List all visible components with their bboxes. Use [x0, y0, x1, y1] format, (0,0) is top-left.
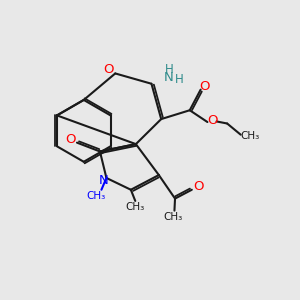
Text: CH₃: CH₃	[86, 191, 106, 201]
Text: H: H	[165, 62, 174, 76]
Text: O: O	[65, 133, 76, 146]
Text: O: O	[199, 80, 209, 93]
Text: O: O	[103, 63, 113, 76]
Text: N: N	[164, 71, 173, 84]
Text: CH₃: CH₃	[240, 131, 259, 141]
Text: O: O	[207, 114, 217, 127]
Text: H: H	[175, 73, 183, 85]
Text: CH₃: CH₃	[126, 202, 145, 212]
Text: CH₃: CH₃	[163, 212, 183, 222]
Text: N: N	[99, 174, 109, 187]
Text: O: O	[193, 180, 203, 193]
